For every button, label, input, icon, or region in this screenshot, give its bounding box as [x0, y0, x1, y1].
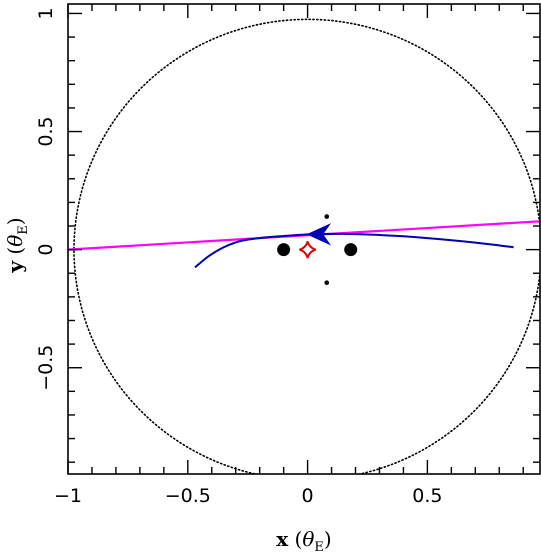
lens-trajectory [194, 232, 514, 269]
y-tick-label: 0 [35, 244, 57, 256]
y-axis-title-var: y [3, 260, 27, 274]
y-axis-title-close: ) [3, 217, 27, 225]
plot-frame [67, 3, 541, 475]
x-axis-title-theta: θ [302, 527, 314, 551]
image-point-2 [324, 280, 330, 285]
y-axis-title: y (θE) [3, 217, 31, 273]
trajectory-arrow [306, 223, 332, 246]
y-axis-title-sub: E [16, 225, 31, 235]
x-axis-title-var: x [276, 527, 289, 551]
x-axis-title-open: ( [288, 527, 302, 551]
y-tick-label: 1 [35, 7, 57, 19]
x-axis-title-close: ) [324, 527, 332, 551]
lens-mass-2 [344, 243, 358, 257]
x-tick-label: 0 [302, 485, 314, 507]
lens-mass-1 [277, 243, 291, 257]
caustic [299, 240, 317, 259]
einstein-ring [73, 18, 540, 474]
x-tick-label: −1 [54, 485, 82, 507]
y-axis-title-theta: θ [3, 235, 27, 247]
image-point-1 [324, 214, 330, 219]
y-tick-label: 0.5 [35, 116, 57, 146]
x-tick-label: −0.5 [165, 485, 211, 507]
y-tick-label: −0.5 [35, 345, 57, 391]
x-tick-label: 0.5 [412, 485, 442, 507]
x-axis-title-sub: E [314, 540, 324, 555]
y-axis-title-open: ( [3, 247, 27, 261]
x-axis-title: x (θE) [276, 527, 331, 555]
